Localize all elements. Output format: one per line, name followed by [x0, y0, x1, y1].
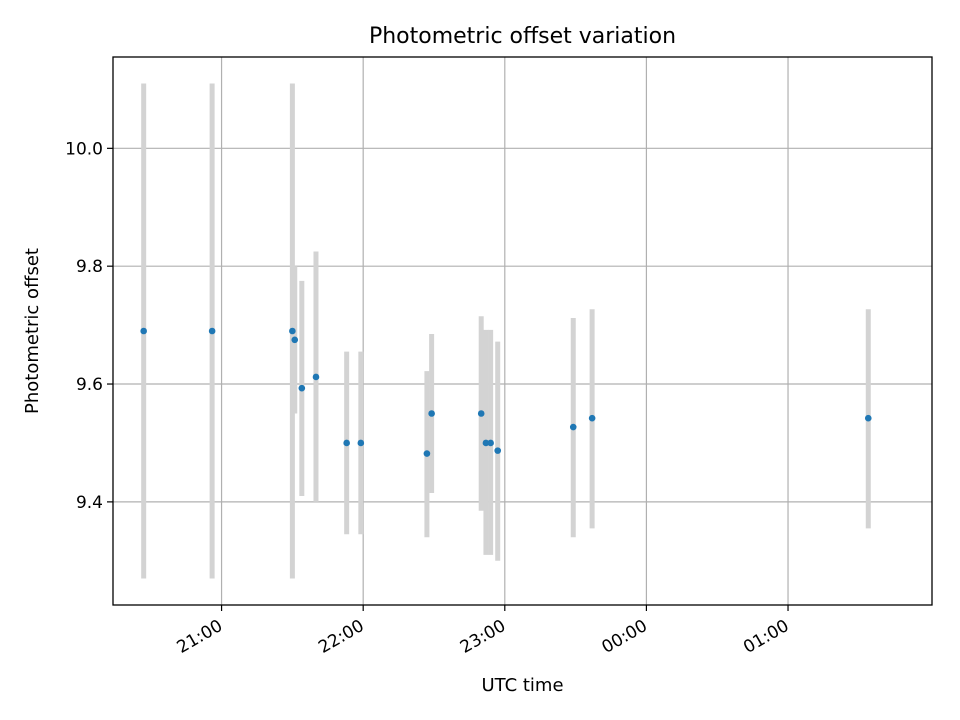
data-point [312, 373, 320, 381]
data-point [864, 414, 872, 422]
data-point [477, 410, 485, 417]
data-point [298, 384, 306, 392]
data-point [208, 327, 216, 335]
data-point [482, 439, 490, 447]
x-tick-label: 01:00 [740, 616, 792, 658]
x-tick-label: 00:00 [598, 616, 650, 658]
data-point [428, 410, 435, 417]
data-point [289, 327, 296, 335]
data-point [423, 450, 431, 457]
data-point [494, 447, 502, 454]
x-tick-label: 21:00 [174, 616, 226, 658]
x-tick-label: 23:00 [457, 616, 509, 658]
chart-title: Photometric offset variation [369, 24, 676, 49]
data-point [140, 327, 147, 335]
error-bars [141, 83, 871, 579]
y-tick-label: 9.4 [76, 493, 103, 513]
data-point [588, 414, 596, 422]
x-axis-label: UTC time [481, 675, 563, 696]
data-point [343, 439, 350, 447]
y-tick-label: 10.0 [65, 139, 103, 159]
plot-area-frame [112, 56, 933, 606]
y-tick-label: 9.6 [76, 375, 103, 395]
x-tick-label: 22:00 [315, 616, 367, 658]
data-point [569, 423, 577, 431]
y-tick-label: 9.8 [76, 257, 103, 277]
data-point [291, 336, 299, 344]
grid-lines [113, 57, 932, 605]
data-point [487, 439, 494, 447]
data-point [357, 439, 365, 447]
data-points [140, 327, 872, 457]
y-axis-label: Photometric offset [22, 248, 43, 414]
